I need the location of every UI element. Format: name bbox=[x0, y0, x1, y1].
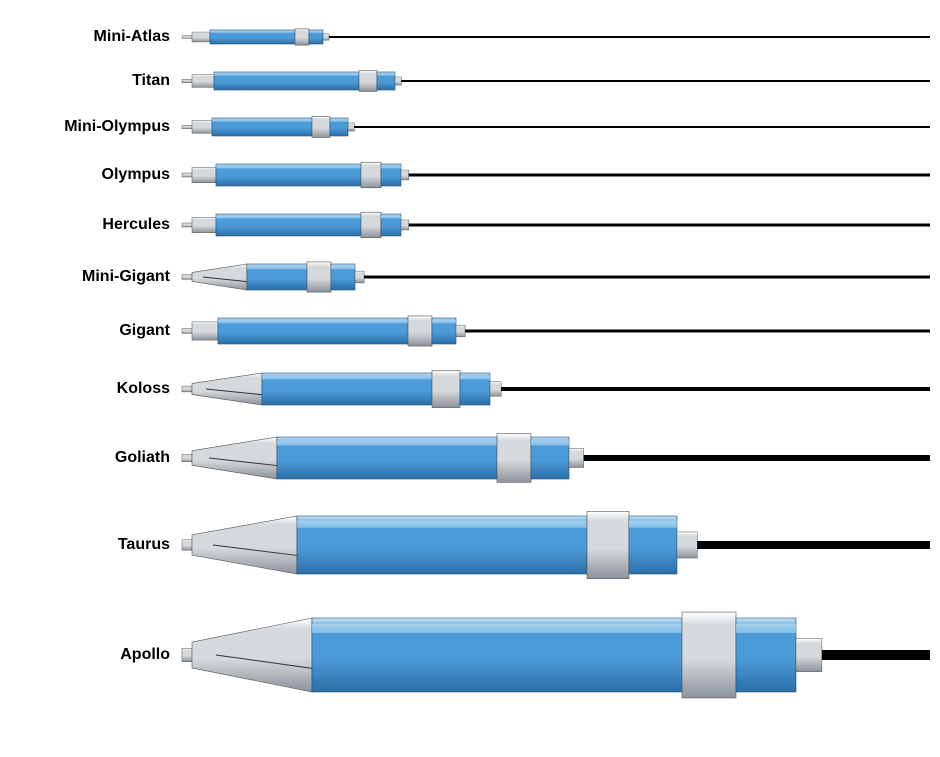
tool-drawing bbox=[180, 204, 930, 246]
tool-label: Apollo bbox=[20, 646, 180, 664]
tool-row: Titan bbox=[20, 62, 920, 100]
tool-drawing bbox=[180, 154, 930, 196]
tool-label: Taurus bbox=[20, 536, 180, 554]
tool-drawing bbox=[180, 108, 930, 146]
tool-drawing bbox=[180, 424, 930, 492]
tool-label: Olympus bbox=[20, 166, 180, 184]
tool-drawing bbox=[180, 20, 930, 54]
tool-row: Taurus bbox=[20, 500, 920, 590]
tool-row: Mini-Olympus bbox=[20, 108, 920, 146]
tool-label: Mini-Gigant bbox=[20, 268, 180, 286]
tool-drawing bbox=[180, 500, 930, 590]
tool-label: Hercules bbox=[20, 216, 180, 234]
tool-row: Koloss bbox=[20, 362, 920, 416]
tool-drawing bbox=[180, 254, 930, 300]
tool-drawing bbox=[180, 598, 930, 712]
tool-label: Goliath bbox=[20, 449, 180, 467]
tool-drawing bbox=[180, 308, 930, 354]
tool-row: Mini-Atlas bbox=[20, 20, 920, 54]
tool-row: Apollo bbox=[20, 598, 920, 712]
tool-comparison-diagram: Mini-Atlas Titan Mini-Olympus Olympus Hercul… bbox=[20, 20, 920, 712]
tool-drawing bbox=[180, 62, 930, 100]
tool-label: Mini-Olympus bbox=[20, 118, 180, 136]
tool-drawing bbox=[180, 362, 930, 416]
tool-row: Goliath bbox=[20, 424, 920, 492]
tool-label: Titan bbox=[20, 72, 180, 90]
tool-label: Gigant bbox=[20, 322, 180, 340]
tool-row: Hercules bbox=[20, 204, 920, 246]
tool-row: Gigant bbox=[20, 308, 920, 354]
tool-label: Mini-Atlas bbox=[20, 28, 180, 46]
tool-label: Koloss bbox=[20, 380, 180, 398]
tool-row: Olympus bbox=[20, 154, 920, 196]
tool-row: Mini-Gigant bbox=[20, 254, 920, 300]
